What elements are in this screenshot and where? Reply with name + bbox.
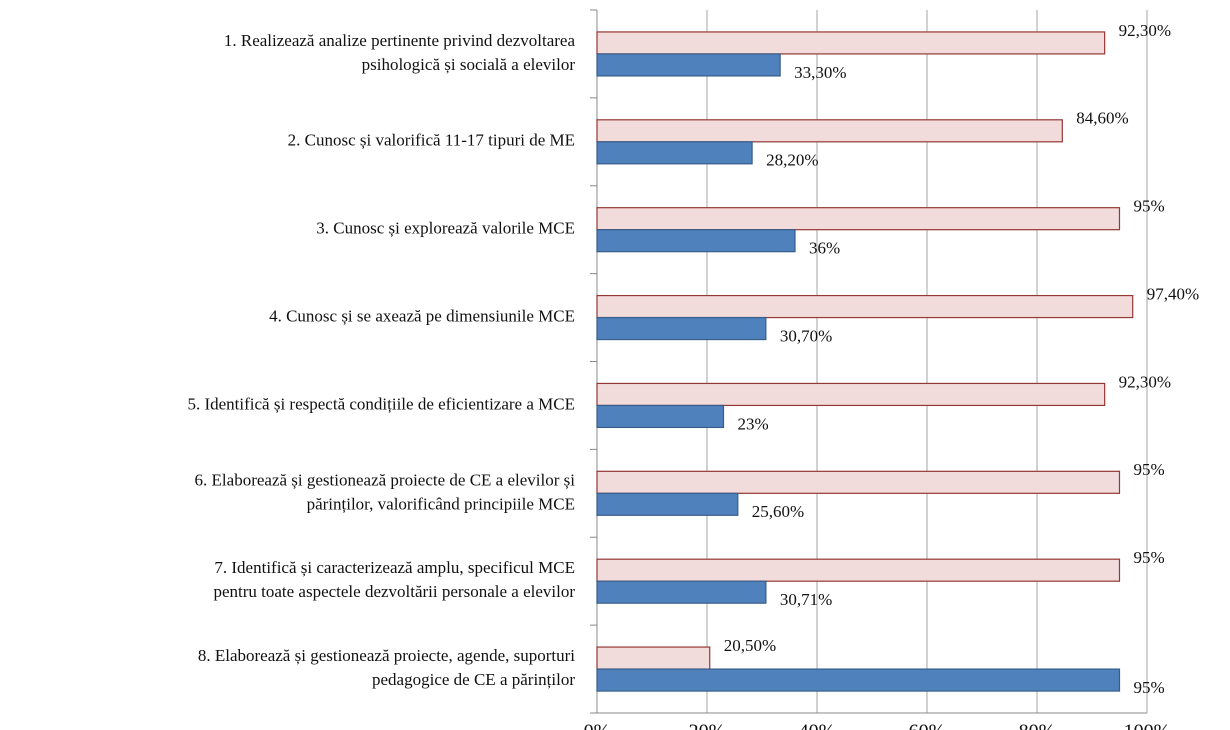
bar	[596, 119, 1063, 143]
bar	[596, 580, 767, 604]
value-label: 92,30%	[1119, 372, 1171, 391]
value-label: 23%	[738, 414, 769, 433]
category-label: 5. Identifică și respectă condițiile de …	[187, 394, 575, 413]
category-label: 8. Elaborează și gestionează proiecte, a…	[198, 646, 575, 689]
value-label: 20,50%	[724, 636, 776, 655]
category-label: 1. Realizează analize pertinente privind…	[224, 31, 576, 74]
x-tick-label: 100%	[1124, 721, 1171, 730]
x-tick-label: 40%	[799, 721, 836, 730]
category-label: 2. Cunosc și valorifică 11-17 tipuri de …	[288, 131, 575, 150]
value-label: 33,30%	[794, 63, 846, 82]
bar	[596, 558, 1121, 582]
value-label: 84,60%	[1076, 109, 1128, 128]
x-tick-label: 0%	[584, 721, 611, 730]
value-label: 30,70%	[780, 326, 832, 345]
bar	[596, 294, 1134, 319]
bar	[596, 404, 725, 429]
value-label: 25,60%	[752, 502, 804, 521]
bar	[596, 492, 739, 516]
bar	[596, 470, 1121, 494]
bar	[596, 646, 711, 670]
value-label: 95%	[1134, 460, 1165, 479]
bar	[596, 207, 1121, 231]
value-label: 30,71%	[780, 590, 832, 609]
value-label: 28,20%	[766, 151, 818, 170]
value-label: 95%	[1134, 678, 1165, 697]
bar	[596, 382, 1106, 407]
value-label: 97,40%	[1147, 284, 1199, 303]
bar	[596, 141, 753, 165]
value-label: 36%	[809, 239, 840, 258]
bar	[596, 53, 781, 77]
category-label: 3. Cunosc și explorează valorile MCE	[316, 219, 575, 238]
category-label: 7. Identifică și caracterizează amplu, s…	[213, 558, 575, 601]
value-label: 92,30%	[1119, 21, 1171, 40]
x-tick-label: 80%	[1019, 721, 1056, 730]
category-label: 4. Cunosc și se axează pe dimensiunile M…	[269, 306, 575, 325]
value-label: 95%	[1134, 548, 1165, 567]
bar	[596, 31, 1106, 55]
category-label: 6. Elaborează și gestionează proiecte de…	[195, 470, 576, 513]
x-tick-label: 20%	[689, 721, 726, 730]
bar	[596, 316, 767, 341]
bar	[596, 229, 796, 253]
bar	[596, 668, 1121, 692]
x-tick-label: 60%	[909, 721, 946, 730]
value-label: 95%	[1134, 197, 1165, 216]
